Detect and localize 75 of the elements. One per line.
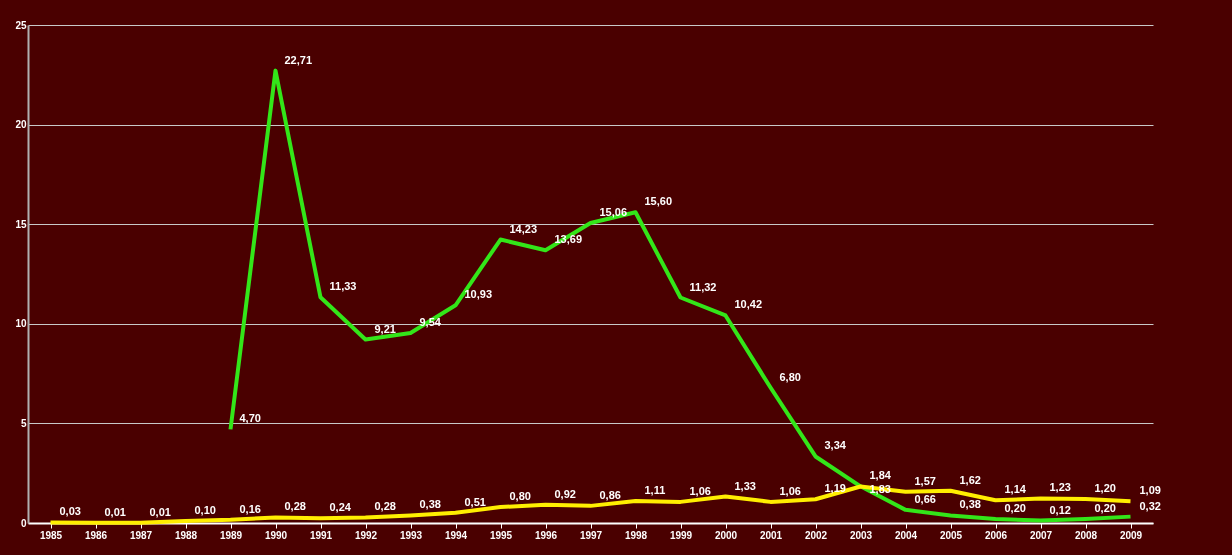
x-tick-label: 1986 <box>84 529 108 541</box>
x-tick-label: 2006 <box>984 529 1008 541</box>
data-label: 11,32 <box>689 280 717 293</box>
data-label: 1,33 <box>734 479 756 492</box>
data-label: 10,42 <box>734 298 763 311</box>
x-tick-label: 1998 <box>624 529 648 541</box>
data-label: 0,38 <box>419 498 441 511</box>
data-label: 0,16 <box>239 502 261 515</box>
data-label: 14,23 <box>509 222 538 235</box>
data-label: 0,10 <box>194 504 216 517</box>
x-tick-label: 2007 <box>1029 529 1053 541</box>
data-label: 1,19 <box>824 482 846 495</box>
x-tick-label: 1996 <box>534 529 558 541</box>
data-label: 1,62 <box>959 473 981 486</box>
x-tick-label: 1997 <box>579 529 603 541</box>
data-label: 0,38 <box>959 498 981 511</box>
data-label: 0,01 <box>104 505 126 518</box>
data-label: 1,57 <box>914 474 936 487</box>
y-tick-label: 10 <box>15 318 27 330</box>
x-tick-label: 2005 <box>939 529 963 541</box>
x-tick-label: 2008 <box>1074 529 1098 541</box>
y-tick-label: 15 <box>15 218 27 230</box>
x-tick-label: 1999 <box>669 529 693 541</box>
data-label: 0,51 <box>464 495 486 508</box>
x-tick-label: 2002 <box>804 529 828 541</box>
data-label: 0,86 <box>599 488 621 501</box>
data-label: 1,11 <box>644 483 666 496</box>
data-label: 11,33 <box>329 280 357 293</box>
data-label: 22,71 <box>284 53 313 66</box>
data-label: 0,92 <box>554 487 576 500</box>
data-label: 10,93 <box>464 288 493 301</box>
data-label: 15,06 <box>599 206 628 218</box>
data-label: 0,80 <box>509 490 531 503</box>
x-tick-label: 1985 <box>39 529 63 541</box>
data-label: 1,14 <box>1004 483 1027 496</box>
data-label: 0,66 <box>914 492 936 505</box>
data-label: 0,12 <box>1049 503 1071 516</box>
y-tick-label: 20 <box>15 119 27 131</box>
data-label: 0,28 <box>374 500 396 513</box>
data-label: 1,06 <box>779 484 801 497</box>
x-tick-label: 2003 <box>849 529 873 541</box>
data-label: 0,28 <box>284 500 306 513</box>
data-label: 0,20 <box>1004 502 1026 515</box>
x-tick-label: 1987 <box>129 529 153 541</box>
data-label: 15,60 <box>644 195 673 208</box>
x-tick-label: 1994 <box>444 529 468 541</box>
data-label: 0,32 <box>1139 499 1161 512</box>
y-tick-label: 25 <box>15 19 27 31</box>
data-label: 3,34 <box>824 439 847 452</box>
x-tick-label: 1992 <box>354 529 378 541</box>
x-tick-label: 1988 <box>174 529 198 541</box>
data-label: 1,09 <box>1139 484 1161 497</box>
data-label: 0,03 <box>59 505 81 518</box>
x-tick-label: 2001 <box>759 529 783 541</box>
y-tick-label: 5 <box>20 417 27 429</box>
data-label: 0,20 <box>1094 502 1116 515</box>
x-tick-label: 1991 <box>309 529 333 541</box>
data-label: 0,01 <box>149 505 171 518</box>
x-tick-label: 1989 <box>219 529 243 541</box>
x-tick-label: 2000 <box>714 529 738 541</box>
line-series <box>228 68 1133 523</box>
data-label: 1,20 <box>1094 482 1116 495</box>
data-label: 4,70 <box>239 412 261 425</box>
x-tick-label: 1993 <box>399 529 423 541</box>
data-label: 0,24 <box>329 501 352 514</box>
data-label: 1,84 <box>869 469 892 482</box>
data-label: 6,80 <box>779 370 801 383</box>
x-tick-label: 1990 <box>264 529 288 541</box>
y-tick-label: 0 <box>20 517 27 529</box>
x-tick-label: 1995 <box>489 529 513 541</box>
data-label: 1,23 <box>1049 481 1071 494</box>
data-label: 1,06 <box>689 484 711 497</box>
x-tick-label: 2009 <box>1119 529 1143 541</box>
data-label: 9,21 <box>374 322 396 335</box>
x-tick-label: 2004 <box>894 529 918 541</box>
